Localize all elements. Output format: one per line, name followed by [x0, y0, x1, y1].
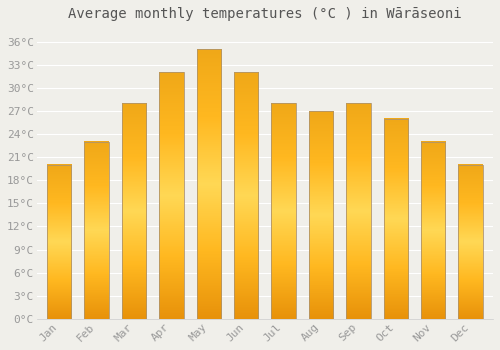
Title: Average monthly temperatures (°C ) in Wārāseoni: Average monthly temperatures (°C ) in Wā…: [68, 7, 462, 21]
Bar: [458, 165, 483, 319]
Bar: [309, 111, 333, 319]
Bar: [196, 49, 221, 319]
Bar: [346, 103, 370, 319]
Bar: [272, 103, 295, 319]
Bar: [122, 103, 146, 319]
Bar: [47, 165, 72, 319]
Bar: [384, 119, 408, 319]
Bar: [159, 72, 184, 319]
Bar: [421, 142, 446, 319]
Bar: [84, 142, 108, 319]
Bar: [234, 72, 258, 319]
